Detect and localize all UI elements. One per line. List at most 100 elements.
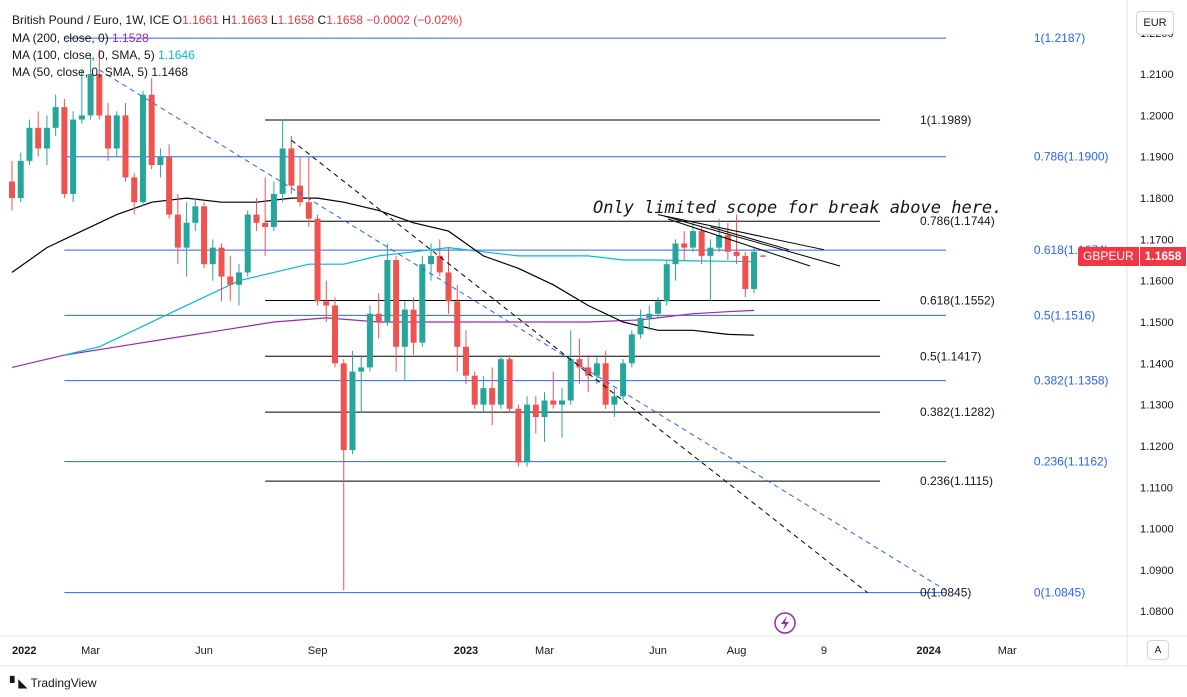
candle-body — [26, 127, 33, 161]
fib-blue-label: 0.236(1.1162) — [1034, 455, 1108, 469]
ma-legend-item[interactable]: MA (100, close, 0, SMA, 5) 1.1646 — [12, 48, 195, 62]
time-tick-label: Mar — [81, 645, 100, 657]
time-axis[interactable]: 2022 Mar Jun Sep 2023 Mar Jun Aug 9 2024 Mar — [12, 645, 1017, 657]
resistance-line — [710, 226, 790, 251]
price-tick-label: 1.1100 — [1140, 482, 1173, 494]
price-tick-label: 1.1900 — [1140, 152, 1174, 164]
fib-blue-label: 1(1.2187) — [1034, 31, 1085, 45]
candle-body — [628, 334, 635, 364]
candle-body — [314, 218, 321, 302]
candle-body — [323, 301, 330, 306]
candle-body — [349, 371, 356, 451]
candle-body — [506, 359, 513, 409]
auto-scale-button[interactable]: A — [1147, 640, 1169, 660]
candle-body — [707, 247, 714, 256]
candle-body — [384, 260, 391, 322]
candle-body — [270, 193, 277, 227]
candle-body — [305, 202, 312, 219]
chart-grid — [0, 0, 1187, 667]
candle-body — [698, 231, 705, 256]
candle-body — [358, 367, 365, 372]
time-tick-label: 2022 — [12, 645, 36, 657]
candle-body — [419, 264, 426, 343]
candle-body — [428, 255, 435, 265]
price-axis[interactable]: 1.22001.21001.20001.19001.18001.17001.16… — [1140, 28, 1174, 618]
price-tick-label: 1.1000 — [1140, 524, 1174, 536]
candle-body — [689, 231, 696, 248]
symbol-title: British Pound / Euro, 1W, ICE — [12, 13, 170, 27]
ma100-line — [64, 246, 755, 356]
candle-body — [96, 74, 103, 116]
candle-body — [681, 243, 688, 248]
candle-body — [480, 388, 487, 405]
time-tick-label: Aug — [727, 645, 747, 657]
price-tick-label: 1.1800 — [1140, 193, 1174, 205]
candle-body — [332, 305, 339, 364]
candle-body — [445, 272, 452, 302]
candle-body — [244, 214, 251, 273]
candle-body — [497, 359, 504, 405]
price-tick-label: 1.1500 — [1140, 317, 1174, 329]
time-tick-label: 2023 — [454, 645, 478, 657]
candle-body — [410, 309, 417, 343]
candle-body — [183, 222, 190, 248]
candle-body — [262, 222, 269, 227]
candle-body — [122, 115, 129, 178]
fib-black-label: 0(1.0845) — [920, 586, 971, 600]
fib-blue-label: 0.382(1.1358) — [1034, 374, 1109, 388]
candle-body — [567, 359, 574, 401]
time-tick-label: Mar — [998, 645, 1017, 657]
candle-body — [550, 400, 557, 405]
candle-body — [227, 276, 234, 285]
candle-body — [462, 346, 469, 376]
candle-body — [157, 156, 164, 165]
ma-legend-label: MA (50, close, 0, SMA, 5) — [12, 65, 152, 79]
candle-body — [646, 313, 653, 318]
ohlc-value-h: 1.1663 — [230, 13, 268, 27]
candle-body — [105, 115, 112, 149]
candle-body — [43, 127, 50, 149]
ohlc-key-c: C — [314, 13, 327, 27]
candle-body — [35, 127, 42, 149]
candle-body — [61, 107, 68, 194]
candle-body — [209, 247, 216, 265]
candle-body — [131, 177, 138, 203]
candle-body — [52, 107, 59, 128]
ma-legend-label: MA (200, close, 0) — [12, 31, 113, 45]
lightning-icon-bolt — [781, 616, 789, 630]
ma-legend-value: 1.1468 — [151, 65, 189, 79]
candle-body — [340, 363, 347, 451]
brand-label: TradingView — [30, 676, 97, 690]
time-tick-label: Mar — [535, 645, 554, 657]
candle-body — [751, 251, 758, 289]
ma-legend-item[interactable]: MA (200, close, 0) 1.1528 — [12, 31, 149, 45]
currency-button[interactable]: EUR — [1136, 11, 1174, 35]
ma-legend-item[interactable]: MA (50, close, 0, SMA, 5) 1.1468 — [12, 65, 188, 79]
trend-lines — [99, 69, 947, 594]
candle-body — [672, 243, 679, 265]
price-tick-label: 1.2100 — [1140, 69, 1174, 81]
candle-body — [471, 375, 478, 405]
tradingview-brand[interactable]: ▘◣ TradingView — [10, 676, 97, 690]
price-tick-label: 1.1300 — [1140, 400, 1174, 412]
candle-body — [166, 156, 173, 215]
candle-body — [602, 363, 609, 405]
candle-body — [113, 115, 120, 149]
candle-body — [663, 264, 670, 302]
candle-body — [174, 214, 181, 248]
time-tick-label: Sep — [308, 645, 328, 657]
chart-annotation: Only limited scope for break above here. — [593, 198, 1003, 218]
time-tick-label: 9 — [821, 645, 827, 657]
price-tick-label: 1.1600 — [1140, 276, 1174, 288]
ohlc-value-c: 1.1658 — [326, 13, 363, 27]
annotation-pointer-line — [667, 218, 811, 267]
symbol-header: British Pound / Euro, 1W, ICE O1.1661 H1… — [12, 13, 462, 27]
candle-body — [489, 388, 496, 405]
event-marker[interactable] — [774, 612, 796, 634]
fib-black-label: 0.618(1.1552) — [920, 294, 995, 308]
fib-black-label: 0.786(1.1744) — [920, 214, 995, 228]
candle-body — [541, 400, 548, 418]
candle-body — [235, 272, 242, 285]
candle-body — [532, 404, 539, 418]
